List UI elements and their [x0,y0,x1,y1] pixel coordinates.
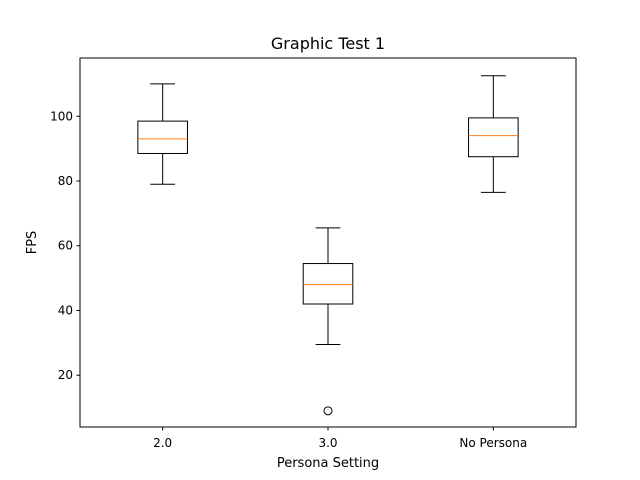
y-axis: 20 40 60 80 100 [50,109,80,382]
x-axis: 2.0 3.0 No Persona [153,427,527,450]
y-tick-label: 40 [58,303,73,317]
x-tick-label: 3.0 [318,436,337,450]
x-axis-label: Persona Setting [277,456,379,471]
plot-area [137,75,519,416]
y-tick-label: 60 [58,239,73,253]
x-tick-label: No Persona [459,436,527,450]
box-group [468,75,519,193]
iqr-box [137,120,188,154]
box-group [302,227,354,416]
x-tick-label: 2.0 [153,436,172,450]
outlier-point [323,406,333,416]
y-tick-label: 80 [58,174,73,188]
y-axis-label: FPS [25,231,40,255]
box-group [137,83,188,185]
iqr-box [302,263,354,305]
iqr-box [468,117,519,158]
y-tick-label: 100 [50,109,73,123]
y-tick-label: 20 [58,368,73,382]
chart-title: Graphic Test 1 [271,34,385,53]
